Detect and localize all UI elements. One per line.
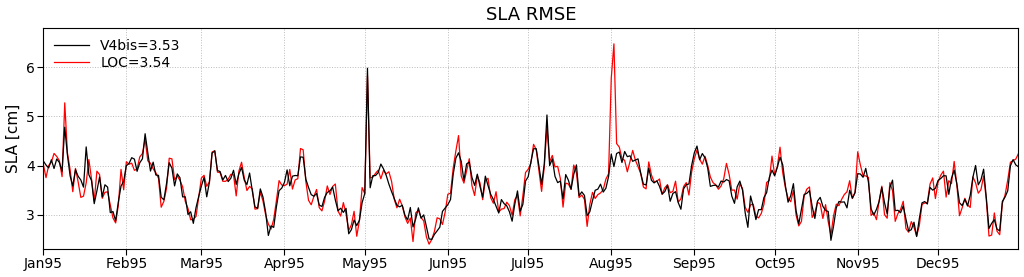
LOC=3.54	[433, 217, 445, 220]
V4bis=3.53	[879, 201, 891, 204]
LOC=3.54	[244, 185, 256, 188]
Line: LOC=3.54: LOC=3.54	[43, 44, 1019, 244]
LOC=3.54	[879, 213, 891, 216]
Legend: V4bis=3.53, LOC=3.54: V4bis=3.53, LOC=3.54	[50, 35, 184, 74]
LOC=3.54	[972, 191, 984, 195]
Title: SLA RMSE: SLA RMSE	[485, 6, 577, 24]
LOC=3.54	[428, 230, 440, 233]
V4bis=3.53	[428, 233, 440, 236]
LOC=3.54	[305, 203, 317, 206]
Y-axis label: SLA [cm]: SLA [cm]	[5, 104, 20, 173]
LOC=3.54	[37, 162, 49, 166]
LOC=3.54	[423, 243, 435, 246]
V4bis=3.53	[361, 66, 374, 70]
V4bis=3.53	[37, 159, 49, 163]
V4bis=3.53	[433, 225, 445, 229]
V4bis=3.53	[824, 239, 837, 242]
V4bis=3.53	[972, 183, 984, 186]
LOC=3.54	[608, 42, 621, 45]
LOC=3.54	[1013, 152, 1024, 155]
Line: V4bis=3.53: V4bis=3.53	[43, 68, 1019, 240]
V4bis=3.53	[244, 171, 256, 175]
V4bis=3.53	[305, 193, 317, 196]
V4bis=3.53	[1013, 165, 1024, 168]
